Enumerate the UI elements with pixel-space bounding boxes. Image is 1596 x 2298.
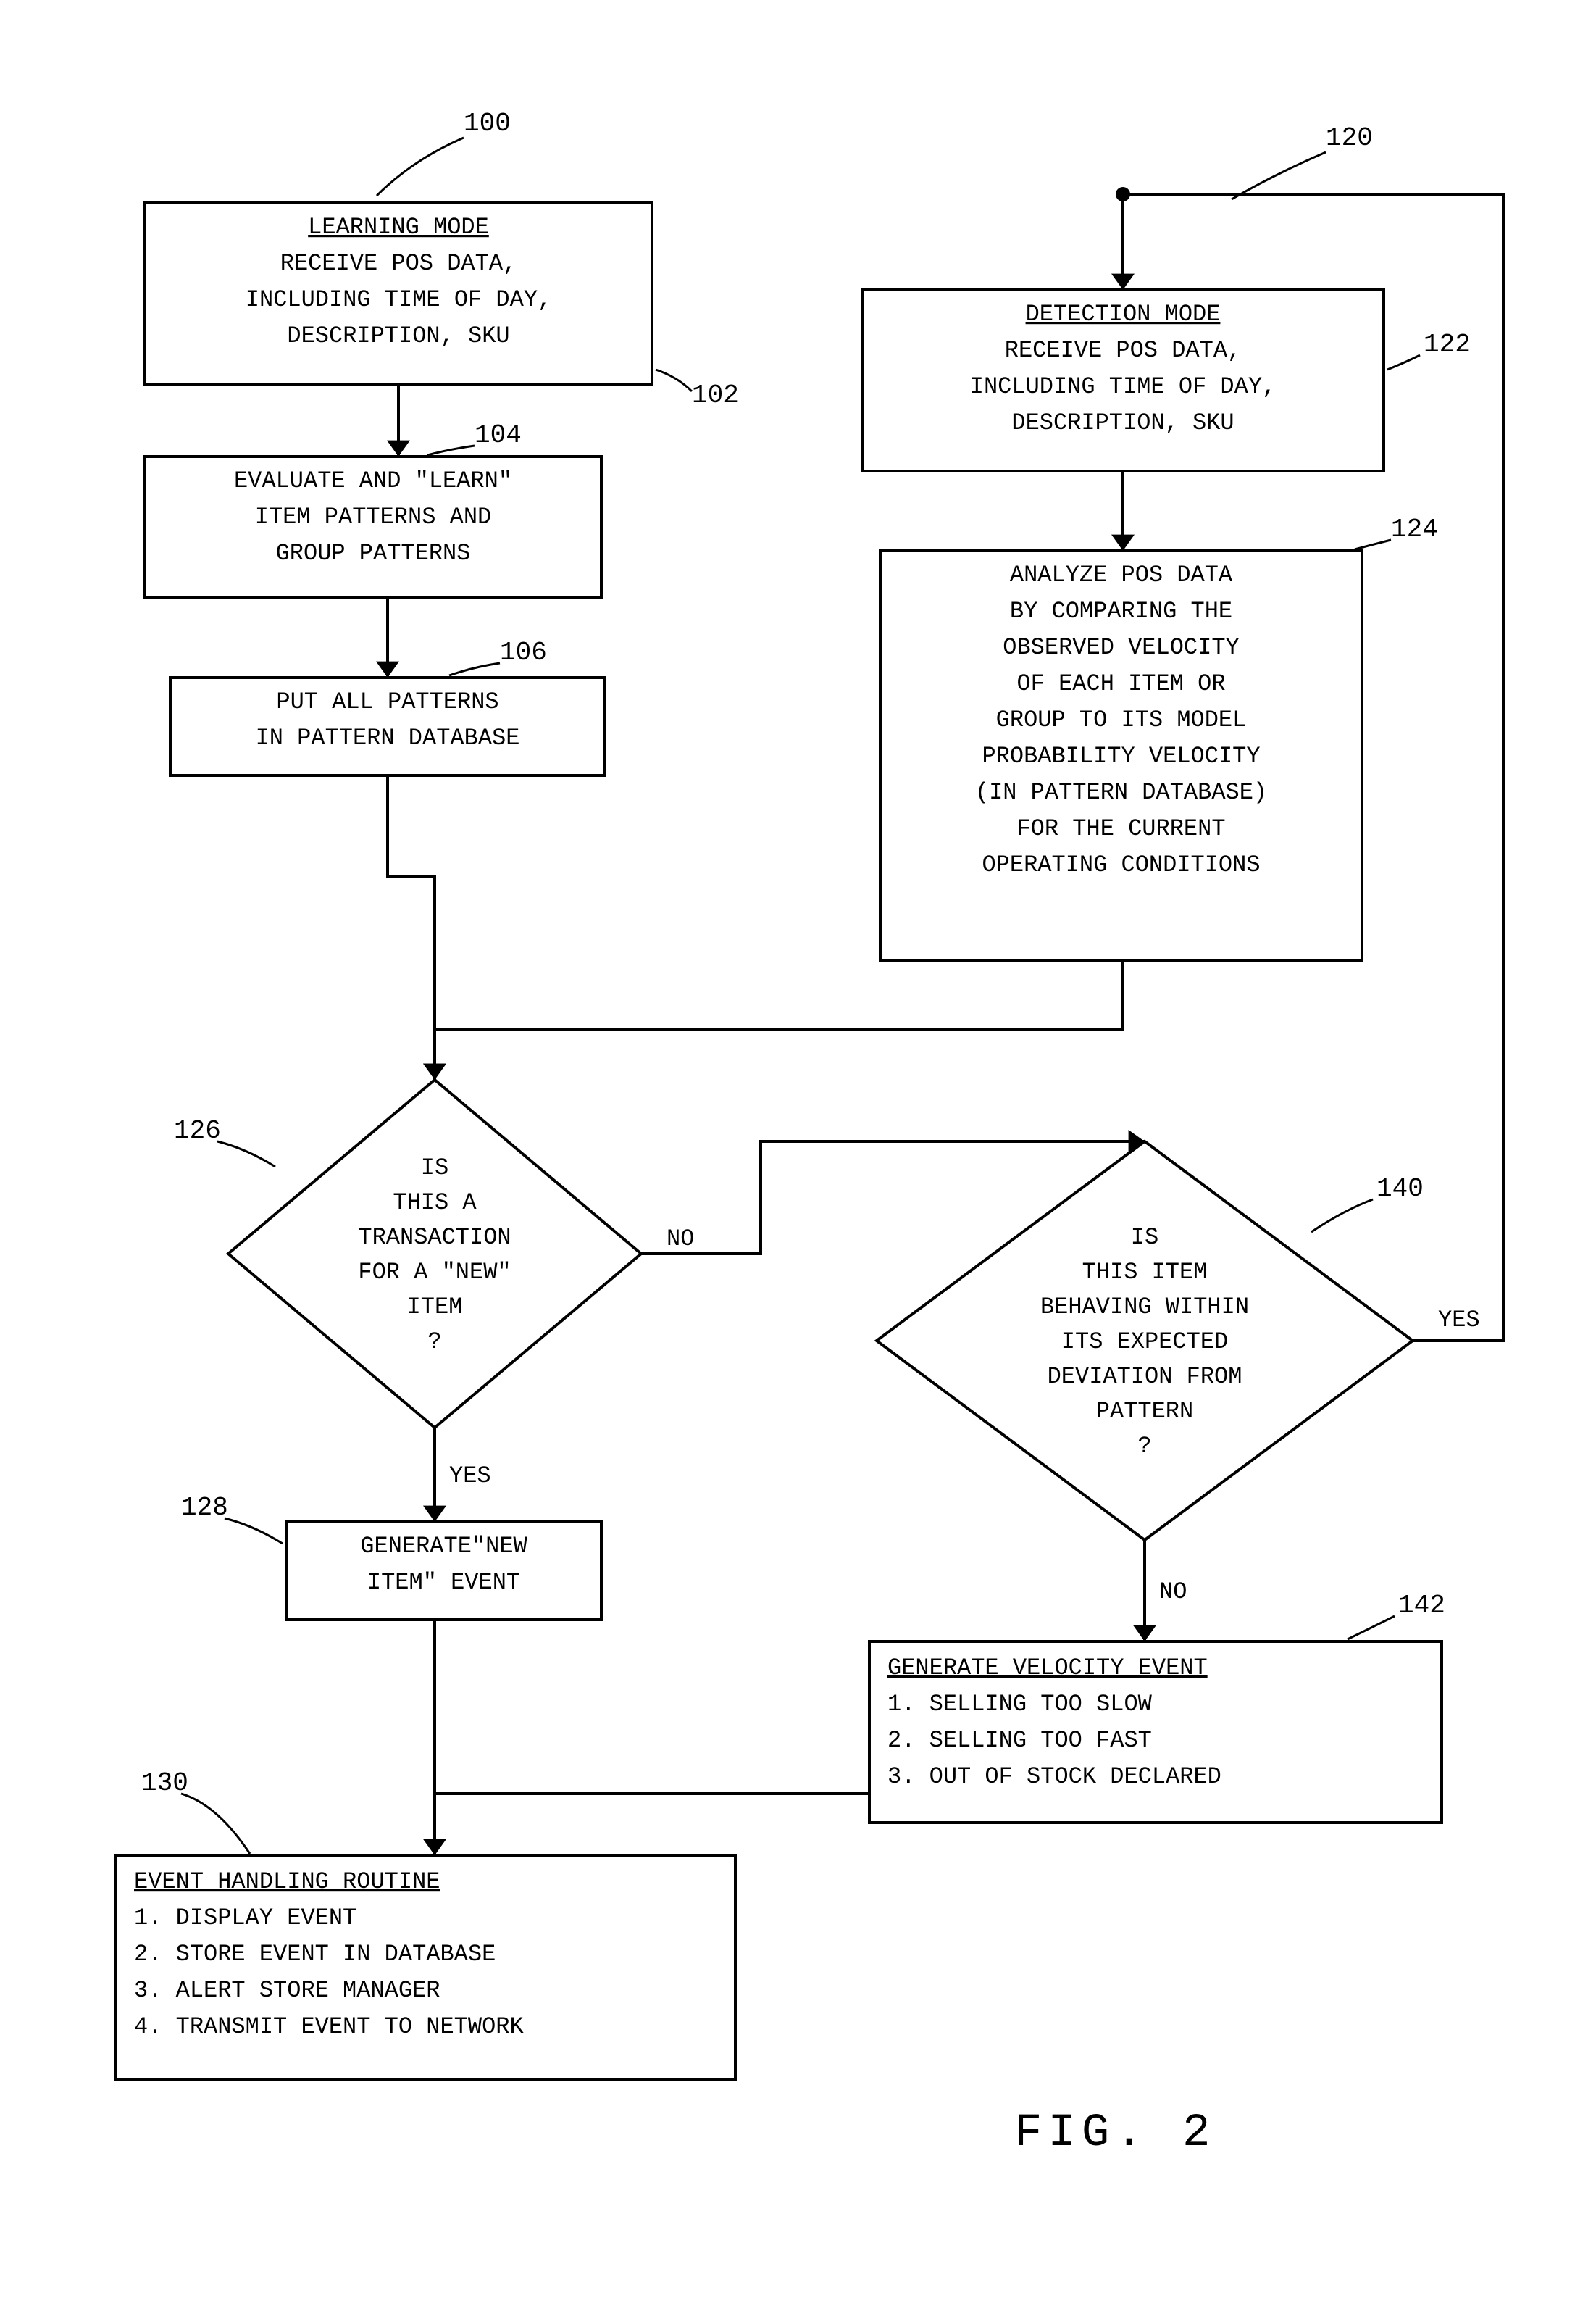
svg-text:DEVIATION FROM: DEVIATION FROM xyxy=(1048,1363,1242,1390)
svg-text:GROUP PATTERNS: GROUP PATTERNS xyxy=(276,540,471,567)
ref-122: 122 xyxy=(1424,330,1471,359)
ref-140: 140 xyxy=(1376,1174,1424,1204)
edge xyxy=(435,960,1123,1080)
svg-text:THIS ITEM: THIS ITEM xyxy=(1082,1259,1208,1286)
svg-text:3. ALERT STORE MANAGER: 3. ALERT STORE MANAGER xyxy=(134,1977,440,2004)
svg-text:GENERATE"NEW: GENERATE"NEW xyxy=(360,1533,527,1560)
svg-text:NO: NO xyxy=(667,1225,694,1252)
svg-text:FOR A "NEW": FOR A "NEW" xyxy=(358,1259,511,1286)
svg-text:2. STORE EVENT IN DATABASE: 2. STORE EVENT IN DATABASE xyxy=(134,1941,496,1968)
n122: DETECTION MODE RECEIVE POS DATA, INCLUDING… xyxy=(862,290,1384,471)
svg-text:3. OUT OF STOCK DECLARED: 3. OUT OF STOCK DECLARED xyxy=(887,1763,1221,1790)
svg-text:INCLUDING TIME OF DAY,: INCLUDING TIME OF DAY, xyxy=(970,373,1276,400)
svg-text:PROBABILITY VELOCITY: PROBABILITY VELOCITY xyxy=(982,743,1260,770)
svg-text:GROUP TO ITS MODEL: GROUP TO ITS MODEL xyxy=(996,707,1247,733)
svg-text:BY COMPARING THE: BY COMPARING THE xyxy=(1010,598,1232,625)
svg-text:1. DISPLAY EVENT: 1. DISPLAY EVENT xyxy=(134,1904,356,1931)
svg-text:DETECTION MODE: DETECTION MODE xyxy=(1026,301,1221,328)
svg-text:RECEIVE POS DATA,: RECEIVE POS DATA, xyxy=(1005,337,1241,364)
svg-text:OF EACH ITEM OR: OF EACH ITEM OR xyxy=(1016,670,1225,697)
svg-text:PATTERN: PATTERN xyxy=(1096,1398,1193,1425)
ref-102: 102 xyxy=(692,380,739,410)
svg-text:4. TRANSMIT EVENT TO NETWORK: 4. TRANSMIT EVENT TO NETWORK xyxy=(134,2013,524,2040)
n130: EVENT HANDLING ROUTINE 1. DISPLAY EVENT 2.… xyxy=(116,1855,735,2080)
ref-label-100: 100 xyxy=(464,109,511,138)
edge xyxy=(388,775,435,1080)
svg-text:EVALUATE AND "LEARN": EVALUATE AND "LEARN" xyxy=(234,467,512,494)
svg-text:INCLUDING TIME OF DAY,: INCLUDING TIME OF DAY, xyxy=(246,286,551,313)
svg-text:?: ? xyxy=(427,1328,441,1355)
edge xyxy=(435,1794,869,1855)
n126: IS THIS A TRANSACTION FOR A "NEW" ITEM? xyxy=(228,1080,641,1428)
svg-text:NO: NO xyxy=(1159,1578,1187,1605)
svg-text:ITS EXPECTED: ITS EXPECTED xyxy=(1061,1328,1228,1355)
ref-126: 126 xyxy=(174,1116,221,1146)
svg-text:IN PATTERN DATABASE: IN PATTERN DATABASE xyxy=(256,725,520,752)
n104: EVALUATE AND "LEARN" ITEM PATTERNS AND GRO… xyxy=(145,457,601,598)
svg-text:2. SELLING TOO FAST: 2. SELLING TOO FAST xyxy=(887,1727,1152,1754)
svg-text:TRANSACTION: TRANSACTION xyxy=(358,1224,511,1251)
svg-text:THIS A: THIS A xyxy=(393,1189,477,1216)
n106: PUT ALL PATTERNS IN PATTERN DATABASE xyxy=(170,678,605,775)
svg-text:ITEM: ITEM xyxy=(407,1294,463,1320)
svg-text:FOR THE CURRENT: FOR THE CURRENT xyxy=(1016,815,1225,842)
svg-text:YES: YES xyxy=(1438,1307,1480,1333)
ref-128: 128 xyxy=(181,1493,228,1523)
svg-text:RECEIVE POS DATA,: RECEIVE POS DATA, xyxy=(280,250,517,277)
svg-text:ANALYZE POS DATA: ANALYZE POS DATA xyxy=(1010,562,1233,588)
flowchart-canvas: YES NO YES NO 100 LEARNING MODE RECEIVE POS DA… xyxy=(0,0,1596,2298)
svg-text:?: ? xyxy=(1137,1433,1151,1460)
svg-text:1. SELLING TOO SLOW: 1. SELLING TOO SLOW xyxy=(887,1691,1153,1718)
svg-text:DESCRIPTION, SKU: DESCRIPTION, SKU xyxy=(1011,409,1234,436)
ref-106: 106 xyxy=(500,638,547,667)
ref-124: 124 xyxy=(1391,515,1438,544)
svg-text:OBSERVED VELOCITY: OBSERVED VELOCITY xyxy=(1003,634,1239,661)
n140: IS THIS ITEM BEHAVING WITHIN ITS EXPECTED DE… xyxy=(877,1141,1413,1540)
n142: GENERATE VELOCITY EVENT 1. SELLING TOO SL… xyxy=(869,1641,1442,1823)
n102: LEARNING MODE RECEIVE POS DATA, INCLUDING … xyxy=(145,203,652,384)
svg-text:EVENT HANDLING ROUTINE: EVENT HANDLING ROUTINE xyxy=(134,1868,440,1895)
svg-text:GENERATE VELOCITY EVENT: GENERATE VELOCITY EVENT xyxy=(887,1654,1208,1681)
n128: GENERATE"NEW ITEM" EVENT xyxy=(286,1522,601,1620)
svg-text:LEARNING MODE: LEARNING MODE xyxy=(308,214,489,241)
svg-text:IS: IS xyxy=(421,1154,448,1181)
ref-104: 104 xyxy=(475,420,522,450)
ref-142: 142 xyxy=(1398,1591,1445,1620)
svg-text:PUT ALL PATTERNS: PUT ALL PATTERNS xyxy=(276,688,498,715)
svg-text:YES: YES xyxy=(449,1462,491,1489)
svg-text:ITEM PATTERNS AND: ITEM PATTERNS AND xyxy=(255,504,491,530)
svg-text:(IN PATTERN DATABASE): (IN PATTERN DATABASE) xyxy=(975,779,1267,806)
figure-label: FIG. 2 xyxy=(1014,2107,1216,2160)
svg-text:ITEM" EVENT: ITEM" EVENT xyxy=(367,1569,520,1596)
n124: ANALYZE POS DATA BY COMPARING THE OBSERVED… xyxy=(880,551,1362,960)
svg-text:OPERATING CONDITIONS: OPERATING CONDITIONS xyxy=(982,852,1260,878)
svg-text:DESCRIPTION, SKU: DESCRIPTION, SKU xyxy=(287,322,509,349)
svg-text:IS: IS xyxy=(1131,1224,1158,1251)
svg-text:BEHAVING WITHIN: BEHAVING WITHIN xyxy=(1040,1294,1249,1320)
ref-label-120: 120 xyxy=(1326,123,1373,153)
